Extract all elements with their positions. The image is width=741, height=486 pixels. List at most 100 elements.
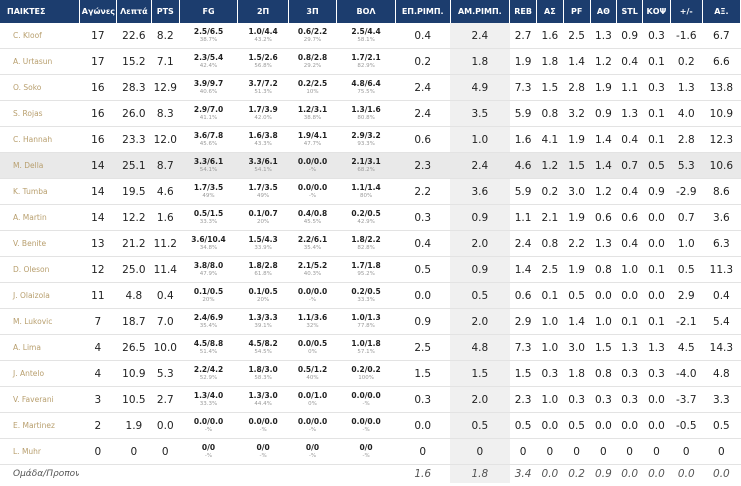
eff-cell: 3.6 (702, 204, 741, 231)
team-eff: 0.0 (713, 468, 730, 480)
fg-cell: 0/0 -% (179, 438, 238, 465)
column-header-players[interactable]: ΠΑΙΚΤΕΣ (0, 0, 80, 23)
team-stl: 0.0 (621, 468, 638, 480)
player-name-link[interactable]: K. Tumba (0, 178, 80, 205)
fg-cell: 0.5/1.5 33.3% (179, 204, 238, 231)
fg-cell-percentage: 33.3% (199, 400, 218, 407)
games-cell: 3 (79, 386, 117, 413)
column-header-ft[interactable]: ΒΟΛ (336, 0, 396, 23)
column-header-blocks[interactable]: ΚΟΨ (642, 0, 671, 23)
table-row: J. Olaizola 11 4.8 0.4 0.1/0.5 20% 0.1/0.5 20% 0… (0, 282, 741, 309)
minutes-cell: 21.2 (116, 230, 152, 257)
column-header-assists[interactable]: ΑΣ (536, 0, 564, 23)
player-name-link[interactable]: M. Lukovic (0, 308, 80, 335)
three-pt-cell-made-attempted: 0.0/0.0 (297, 182, 328, 192)
games-cell: 16 (79, 100, 117, 127)
def-reb-cell: 4.8 (450, 334, 510, 361)
player-name-link[interactable]: A. Urtasun (0, 48, 80, 75)
three-pt-cell-percentage: -% (308, 192, 317, 199)
stl-cell: 0.4 (616, 230, 643, 257)
ft-cell: 2.1/3.1 68.2% (336, 152, 396, 179)
column-header-minutes[interactable]: Λεπτά (116, 0, 152, 23)
to-cell: 1.3 (590, 23, 617, 49)
table-row: J. Antelo 4 10.9 5.3 2.2/4.2 52.9% 1.8/3.0 58.3… (0, 360, 741, 387)
column-header-points[interactable]: PTS (151, 0, 180, 23)
three-pt-cell-made-attempted: 0/0 (305, 442, 320, 452)
column-header-3pt[interactable]: 3Π (288, 0, 338, 23)
column-header-efficiency[interactable]: ΑΞ. (702, 0, 741, 23)
player-name-link[interactable]: L. Muhr (0, 438, 80, 465)
player-name-link[interactable]: V. Faverani (0, 386, 80, 413)
three-pt-cell: 1.1/3.6 32% (288, 308, 337, 335)
player-name-link[interactable]: S. Rojas (0, 100, 80, 127)
to-cell: 1.5 (590, 334, 617, 361)
player-name-link[interactable]: D. Oleson (0, 256, 80, 283)
player-name-link[interactable]: J. Antelo (0, 360, 80, 387)
player-name-link[interactable]: A. Lima (0, 334, 80, 361)
three-pt-cell: 0.5/1.2 40% (288, 360, 337, 387)
ft-cell-percentage: 75.5% (357, 88, 375, 95)
column-header-plus-minus[interactable]: +/- (670, 0, 703, 23)
stl-cell: 0.1 (616, 308, 643, 335)
ft-cell-made-attempted: 2.9/3.2 (351, 130, 381, 140)
column-header-off-reb[interactable]: ΕΠ.ΡΙΜΠ. (395, 0, 451, 23)
column-header-steals[interactable]: STL (616, 0, 644, 23)
column-header-def-reb[interactable]: ΑΜ.ΡΙΜΠ. (450, 0, 511, 23)
eff-cell: 0 (702, 438, 741, 465)
player-name-link[interactable]: O. Soko (0, 74, 80, 101)
blk-cell: 0.3 (642, 23, 671, 49)
player-name-link[interactable]: J. Olaizola (0, 282, 80, 309)
column-header-games[interactable]: Αγώνες (79, 0, 117, 23)
fg-cell: 2.9/7.0 41.1% (179, 100, 238, 127)
ft-cell: 0.2/0.5 42.9% (336, 204, 396, 231)
player-name-link[interactable]: V. Benite (0, 230, 80, 257)
minutes-cell: 10.9 (116, 360, 152, 387)
off-reb-cell: 0.4 (395, 23, 450, 49)
column-header-fouls[interactable]: PF (563, 0, 591, 23)
two-pt-cell-percentage: 54.1% (254, 166, 272, 173)
two-pt-cell-made-attempted: 1.5/4.3 (248, 234, 278, 244)
ast-cell: 1.0 (536, 386, 564, 413)
table-row: C. Kloof 17 22.6 8.2 2.5/6.5 38.7% 1.0/4.4 43.2… (0, 23, 741, 49)
plus-minus-cell: -3.7 (670, 386, 703, 413)
three-pt-cell-percentage: -% (308, 452, 317, 459)
eff-cell: 13.8 (702, 74, 741, 101)
three-pt-cell-percentage: -% (308, 166, 317, 173)
minutes-cell: 22.6 (116, 23, 152, 49)
column-header-fg[interactable]: FG (179, 0, 239, 23)
ft-cell-made-attempted: 0.2/0.5 (351, 286, 381, 296)
player-name-link[interactable]: C. Kloof (0, 23, 80, 49)
column-header-2pt[interactable]: 2Π (237, 0, 289, 23)
column-header-reb[interactable]: REB (509, 0, 537, 23)
three-pt-cell-made-attempted: 1.9/4.1 (297, 130, 328, 140)
def-reb-cell: 2.4 (450, 23, 510, 49)
off-reb-cell: 0.3 (395, 204, 450, 231)
fg-cell-made-attempted: 2.4/6.9 (193, 312, 224, 322)
three-pt-cell: 1.2/3.1 38.8% (288, 100, 337, 127)
plus-minus-cell: 0 (670, 438, 703, 465)
ft-cell: 1.1/1.4 80% (336, 178, 396, 205)
player-name-link[interactable]: M. Della (0, 152, 80, 179)
team-plus-minus: 0.0 (677, 468, 695, 480)
eff-cell: 3.3 (702, 386, 741, 413)
stl-cell: 1.3 (616, 100, 643, 127)
reb-cell: 7.3 (509, 334, 537, 361)
two-pt-cell-percentage: 43.2% (254, 36, 272, 43)
two-pt-cell-percentage: 58.3% (254, 374, 272, 381)
player-name-link[interactable]: A. Martin (0, 204, 80, 231)
points-cell: 8.3 (151, 100, 180, 127)
points-cell: 12.9 (151, 74, 180, 101)
def-reb-cell: 2.0 (450, 230, 510, 257)
fg-cell-made-attempted: 2.2/4.2 (193, 364, 224, 374)
table-row: M. Della 14 25.1 8.7 3.3/6.1 54.1% 3.3/6.1 54.1… (0, 152, 741, 179)
two-pt-cell-made-attempted: 1.6/3.8 (248, 130, 278, 140)
column-header-turnovers[interactable]: ΑΘ (590, 0, 618, 23)
player-name-link[interactable]: E. Martinez (0, 412, 80, 439)
three-pt-cell-percentage: 29.2% (303, 62, 322, 69)
to-cell: 1.0 (590, 308, 617, 335)
fg-cell-made-attempted: 2.9/7.0 (193, 104, 224, 114)
fg-cell-percentage: 45.6% (199, 140, 218, 147)
player-name-link[interactable]: C. Hannah (0, 126, 80, 153)
eff-cell: 14.3 (702, 334, 741, 361)
three-pt-cell: 0.0/0.5 0% (288, 334, 337, 361)
